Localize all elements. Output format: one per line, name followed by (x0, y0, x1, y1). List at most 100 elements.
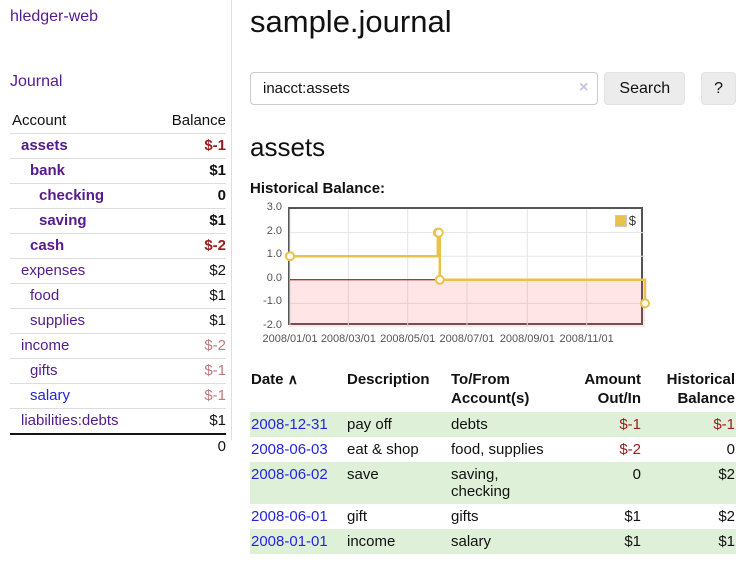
transaction-row: 2008-06-03 eat & shop food, supplies $-2 0 (250, 437, 736, 462)
sidebar: hledger-web Journal Account Balance asse… (0, 0, 232, 455)
app-title-link[interactable]: hledger-web (10, 8, 99, 25)
account-link[interactable]: income (21, 337, 70, 354)
balance-column-header: Historical Balance (666, 371, 735, 407)
search-button[interactable]: Search (604, 72, 686, 105)
spacer (10, 434, 152, 459)
transaction-accounts: food, supplies (451, 441, 544, 458)
account-row: expenses $2 (10, 258, 226, 284)
x-axis-tick-label: 2008/01/01 (262, 333, 318, 345)
account-row: bank $1 (10, 158, 226, 184)
search-input[interactable] (250, 72, 599, 105)
account-column-header: Account (12, 112, 67, 129)
register-table-body: 2008-12-31 pay off debts $-1 $-1 2008-06-03 ea… (250, 412, 736, 554)
account-row: gifts $-1 (10, 358, 226, 384)
y-axis-tick-label: 1.0 (266, 248, 282, 261)
chart-plot-area[interactable]: $ (285, 207, 650, 327)
sort-ascending-icon: ∧ (287, 371, 298, 387)
transaction-balance: 0 (726, 441, 735, 458)
transaction-description: eat & shop (347, 441, 419, 458)
transaction-description: income (347, 533, 396, 550)
account-balance: $-2 (204, 337, 226, 354)
transaction-date-link[interactable]: 2008-06-02 (251, 466, 328, 483)
description-column-header: Description (347, 371, 430, 388)
account-row: checking 0 (10, 183, 226, 209)
accounts-column-header: To/From Account(s) (451, 371, 530, 407)
transaction-balance: $1 (718, 533, 735, 550)
account-link[interactable]: supplies (30, 312, 86, 329)
transaction-amount: $1 (624, 533, 641, 550)
transaction-date-link[interactable]: 2008-01-01 (251, 533, 328, 550)
account-link[interactable]: salary (30, 387, 71, 404)
account-balance: $1 (209, 312, 226, 329)
account-balance: $-2 (204, 237, 226, 254)
account-balance: $1 (209, 287, 226, 304)
transaction-balance: $-1 (713, 416, 735, 433)
account-heading: assets (250, 132, 326, 162)
transaction-accounts: gifts (451, 508, 479, 525)
account-row: income $-2 (10, 333, 226, 359)
account-balance: $1 (209, 412, 226, 429)
account-balance: $2 (209, 262, 226, 279)
page-title: sample.journal (250, 4, 452, 39)
account-balance: 0 (217, 187, 226, 204)
transaction-date-link[interactable]: 2008-12-31 (251, 416, 328, 433)
account-row: saving $1 (10, 208, 226, 234)
main-content: sample.journal × Search ? assets Histori… (250, 0, 736, 554)
transaction-row: 2008-06-02 save saving, checking 0 $2 (250, 462, 736, 504)
y-axis-tick-label: -1.0 (263, 295, 282, 308)
chart-legend: $ (612, 212, 638, 229)
transaction-row: 2008-06-01 gift gifts $1 $2 (250, 504, 736, 529)
y-axis-tick-label: 0.0 (266, 271, 282, 284)
account-link[interactable]: bank (30, 162, 66, 179)
account-link[interactable]: cash (30, 237, 65, 254)
sidebar-item-journal[interactable]: Journal (10, 73, 63, 90)
y-axis-tick-label: -2.0 (263, 319, 282, 331)
transaction-amount: $-2 (619, 441, 641, 458)
y-axis-tick-label: 3.0 (266, 201, 282, 213)
x-axis-tick-label: 2008/03/01 (320, 333, 376, 345)
account-link[interactable]: food (30, 287, 60, 304)
account-balance: $1 (209, 162, 226, 179)
search-box: × (250, 72, 599, 105)
legend-swatch-icon (614, 214, 627, 227)
x-axis-tick-label: 2008/11/01 (559, 333, 614, 345)
y-axis-tick-label: 2.0 (266, 224, 282, 237)
x-axis-tick-label: 2008/07/01 (439, 333, 495, 345)
transaction-balance: $2 (718, 508, 735, 525)
legend-label: $ (628, 213, 636, 228)
search-form: × Search ? (250, 72, 736, 105)
account-link[interactable]: saving (39, 212, 87, 229)
account-link[interactable]: checking (39, 187, 105, 204)
accounts-total-balance: 0 (217, 438, 226, 455)
amount-column-header: Amount Out/In (584, 371, 641, 407)
transaction-date-link[interactable]: 2008-06-03 (251, 441, 328, 458)
chart-canvas (285, 209, 650, 327)
register-table: Date ∧ Description To/From Account(s) Am… (250, 367, 736, 554)
transaction-row: 2008-12-31 pay off debts $-1 $-1 (250, 412, 736, 437)
account-row: liabilities:debts $1 (10, 408, 226, 435)
x-axis-tick-label: 2008/05/01 (380, 333, 436, 345)
accounts-table-header: Account Balance (10, 109, 226, 134)
transaction-description: gift (347, 508, 368, 525)
transaction-amount: $-1 (619, 416, 641, 433)
account-row: cash $-2 (10, 233, 226, 259)
transaction-balance: $2 (718, 466, 735, 483)
account-link[interactable]: assets (21, 137, 68, 154)
transaction-date-link[interactable]: 2008-06-01 (251, 508, 328, 525)
transaction-description: save (347, 466, 379, 483)
transaction-accounts: debts (451, 416, 488, 433)
balance-chart: 3.0 2.0 1.0 0.0 -1.0 -2.0 $ 2008/01/01 2008/03… (250, 201, 736, 351)
account-balance: $-1 (204, 137, 226, 154)
transaction-amount: 0 (632, 466, 641, 483)
transaction-description: pay off (347, 416, 392, 433)
help-button[interactable]: ? (701, 72, 736, 105)
account-link[interactable]: gifts (30, 362, 58, 379)
account-link[interactable]: expenses (21, 262, 86, 279)
account-link[interactable]: liabilities:debts (21, 412, 119, 429)
transaction-amount: $1 (624, 508, 641, 525)
accounts-table: Account Balance assets $-1 bank $1 checking 0… (10, 109, 226, 459)
clear-search-icon[interactable]: × (579, 79, 589, 96)
account-row: salary $-1 (10, 383, 226, 409)
x-axis-tick-label: 2008/09/01 (499, 333, 555, 345)
transaction-row: 2008-01-01 income salary $1 $1 (250, 529, 736, 554)
